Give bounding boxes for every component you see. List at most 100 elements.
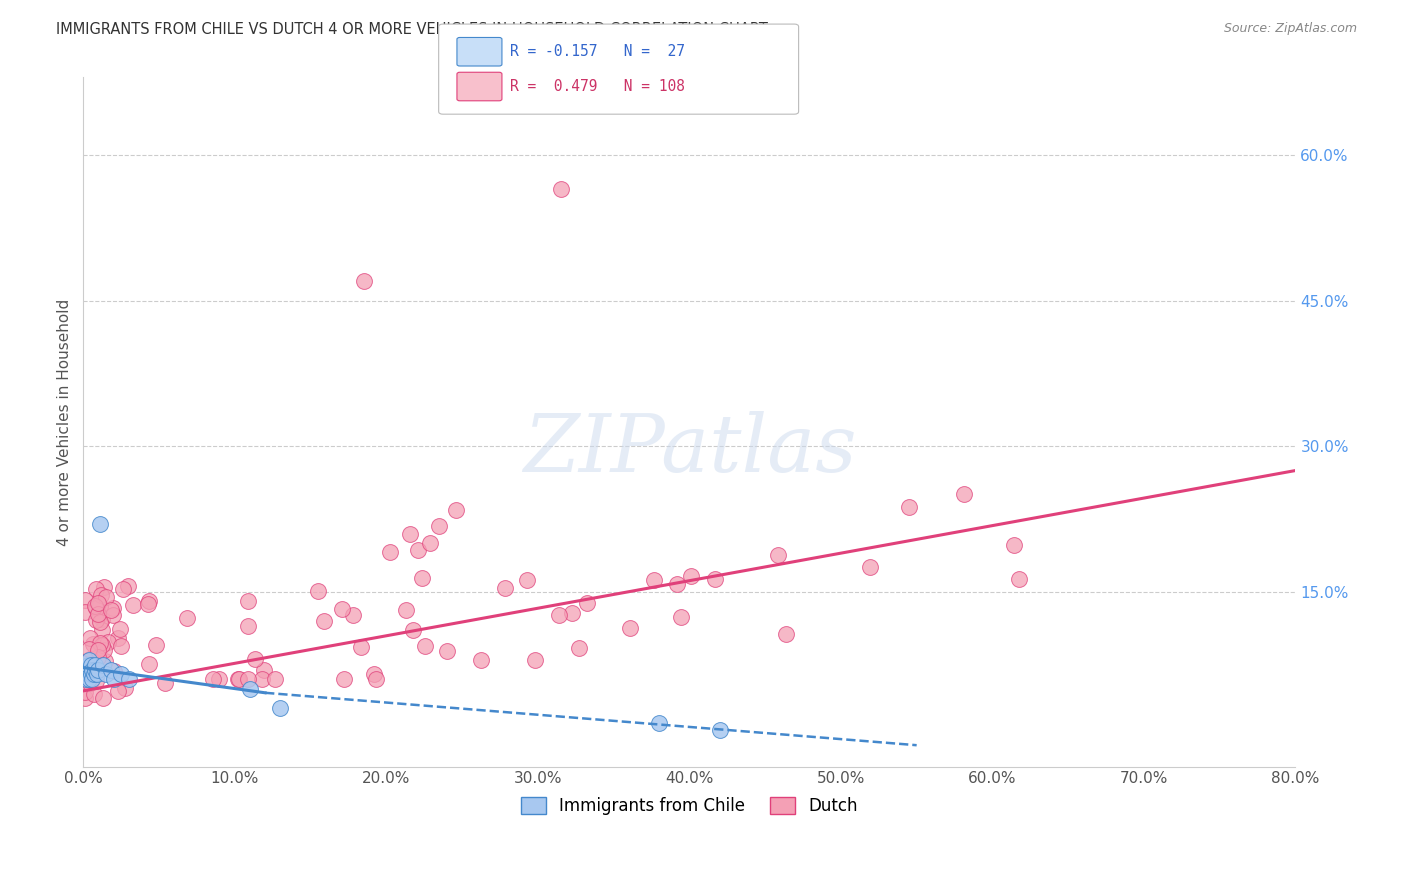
Point xyxy=(470,653,492,667)
Point xyxy=(226,672,249,686)
Point xyxy=(118,672,141,686)
Point xyxy=(117,579,139,593)
Point xyxy=(413,639,436,653)
Point xyxy=(648,715,671,730)
Text: Source: ZipAtlas.com: Source: ZipAtlas.com xyxy=(1223,22,1357,36)
Point xyxy=(138,657,160,671)
Point xyxy=(236,672,259,686)
Point xyxy=(766,548,789,562)
Point xyxy=(87,609,110,624)
Point xyxy=(395,603,418,617)
Point xyxy=(76,673,98,687)
Point xyxy=(89,615,111,629)
Point xyxy=(82,637,104,651)
Point xyxy=(73,667,96,681)
Legend: Immigrants from Chile, Dutch: Immigrants from Chile, Dutch xyxy=(512,789,866,823)
Point xyxy=(80,656,103,670)
Point xyxy=(82,672,104,686)
Point xyxy=(436,644,458,658)
Text: R = -0.157   N =  27: R = -0.157 N = 27 xyxy=(510,45,685,59)
Point xyxy=(245,651,267,665)
Point xyxy=(84,599,107,613)
Point xyxy=(401,624,423,638)
Point xyxy=(378,545,401,559)
Point xyxy=(524,653,547,667)
Point xyxy=(398,527,420,541)
Point xyxy=(444,503,467,517)
Point xyxy=(681,569,703,583)
Text: R =  0.479   N = 108: R = 0.479 N = 108 xyxy=(510,79,685,94)
Point xyxy=(77,641,100,656)
Point xyxy=(100,603,122,617)
Point xyxy=(353,274,375,288)
Point xyxy=(516,573,538,587)
Point xyxy=(80,667,103,681)
Point xyxy=(79,653,101,667)
Point xyxy=(494,581,516,595)
Point xyxy=(619,621,641,635)
Point xyxy=(406,543,429,558)
Point xyxy=(561,606,583,620)
Point xyxy=(90,588,112,602)
Point xyxy=(103,665,125,679)
Point xyxy=(107,683,129,698)
Point xyxy=(114,681,136,695)
Point xyxy=(87,596,110,610)
Point xyxy=(350,640,373,654)
Point xyxy=(76,657,98,672)
Point xyxy=(87,642,110,657)
Point xyxy=(79,631,101,645)
Point xyxy=(89,636,111,650)
Point xyxy=(269,701,291,715)
Point xyxy=(228,672,250,686)
Point xyxy=(73,605,96,619)
Point xyxy=(176,610,198,624)
Point xyxy=(427,519,450,533)
Point xyxy=(897,500,920,515)
Point xyxy=(82,659,104,673)
Point xyxy=(79,651,101,665)
Point xyxy=(97,635,120,649)
Point xyxy=(84,601,107,615)
Point xyxy=(709,723,731,737)
Point xyxy=(239,681,262,696)
Point xyxy=(953,486,976,500)
Point xyxy=(79,676,101,690)
Point xyxy=(87,650,110,665)
Point xyxy=(264,672,287,686)
Point xyxy=(363,667,385,681)
Point xyxy=(93,690,115,705)
Point xyxy=(94,654,117,668)
Point xyxy=(84,657,107,672)
Point xyxy=(333,672,356,686)
Point xyxy=(112,582,135,597)
Point xyxy=(775,627,797,641)
Point xyxy=(90,638,112,652)
Point xyxy=(236,594,259,608)
Point xyxy=(145,638,167,652)
Point xyxy=(330,602,353,616)
Point xyxy=(669,610,692,624)
Point xyxy=(1002,538,1025,552)
Point xyxy=(79,672,101,686)
Point xyxy=(252,672,274,686)
Point xyxy=(568,640,591,655)
Point xyxy=(704,572,727,586)
Point xyxy=(75,691,97,706)
Point xyxy=(208,672,231,686)
Point xyxy=(153,675,176,690)
Point xyxy=(75,663,97,677)
Point xyxy=(89,516,111,531)
Text: ZIPatlas: ZIPatlas xyxy=(523,411,856,488)
Point xyxy=(548,607,571,622)
Point xyxy=(91,612,114,626)
Point xyxy=(96,590,118,604)
Point xyxy=(550,182,572,196)
Point xyxy=(101,608,124,623)
Point xyxy=(110,640,132,654)
Point xyxy=(859,559,882,574)
Point xyxy=(84,663,107,677)
Point xyxy=(364,672,387,686)
Point xyxy=(665,577,688,591)
Point xyxy=(86,667,108,681)
